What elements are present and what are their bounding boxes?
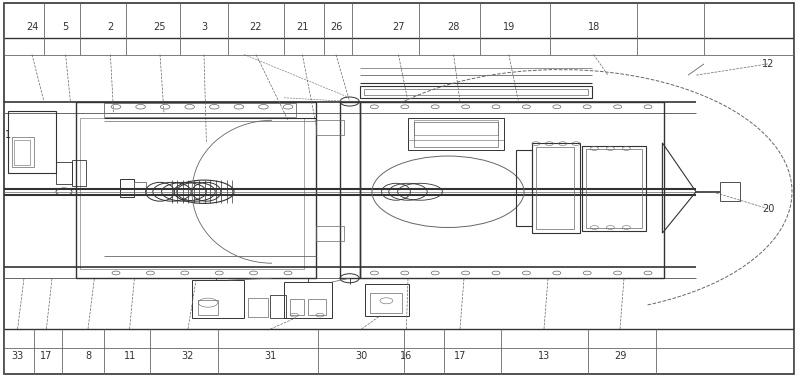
Text: 17: 17 bbox=[40, 352, 53, 361]
Text: 26: 26 bbox=[330, 22, 342, 32]
Bar bbox=[308, 299, 326, 315]
Text: 13: 13 bbox=[538, 352, 550, 361]
Bar bbox=[316, 226, 344, 241]
Text: 17: 17 bbox=[454, 352, 466, 361]
Bar bbox=[536, 147, 574, 229]
Bar bbox=[270, 295, 286, 318]
Bar bbox=[284, 282, 332, 318]
Bar bbox=[104, 113, 296, 117]
Text: 18: 18 bbox=[587, 22, 600, 32]
Bar bbox=[14, 140, 30, 165]
Text: 3: 3 bbox=[201, 22, 207, 32]
Bar bbox=[340, 102, 360, 278]
Text: 28: 28 bbox=[447, 22, 460, 32]
Text: 11: 11 bbox=[123, 352, 136, 361]
Bar bbox=[720, 182, 740, 201]
Bar bbox=[72, 160, 86, 186]
Bar bbox=[586, 149, 642, 228]
Text: 31: 31 bbox=[264, 352, 277, 361]
Bar bbox=[364, 89, 588, 95]
Text: 32: 32 bbox=[182, 352, 194, 361]
Bar bbox=[516, 150, 532, 226]
Bar bbox=[414, 120, 498, 135]
Text: 25: 25 bbox=[154, 22, 166, 32]
Bar bbox=[192, 280, 244, 318]
Bar bbox=[360, 86, 592, 98]
Text: 19: 19 bbox=[502, 22, 515, 32]
Bar bbox=[120, 179, 134, 197]
Bar bbox=[582, 146, 646, 231]
Text: 27: 27 bbox=[392, 22, 405, 32]
Bar bbox=[290, 299, 304, 315]
Bar bbox=[8, 111, 56, 173]
Bar bbox=[134, 182, 146, 195]
Bar bbox=[56, 162, 72, 184]
Bar bbox=[248, 298, 268, 317]
Bar bbox=[365, 284, 409, 316]
Text: 8: 8 bbox=[85, 352, 91, 361]
Text: 24: 24 bbox=[26, 22, 38, 32]
Bar bbox=[198, 300, 218, 315]
Bar bbox=[370, 293, 402, 313]
Bar bbox=[80, 118, 304, 269]
Bar bbox=[408, 118, 504, 150]
Bar bbox=[76, 102, 316, 278]
Text: 22: 22 bbox=[250, 22, 262, 32]
Bar bbox=[414, 122, 498, 147]
Text: 2: 2 bbox=[107, 22, 114, 32]
Text: 5: 5 bbox=[62, 22, 69, 32]
Bar bbox=[532, 143, 580, 233]
Bar bbox=[360, 102, 664, 278]
Text: 30: 30 bbox=[355, 352, 368, 361]
Text: 16: 16 bbox=[400, 352, 413, 361]
Text: 20: 20 bbox=[762, 204, 774, 214]
Text: 12: 12 bbox=[762, 59, 774, 69]
Bar bbox=[316, 120, 344, 135]
Text: 33: 33 bbox=[11, 352, 24, 361]
Bar bbox=[104, 103, 296, 113]
Bar bbox=[12, 137, 34, 167]
Text: 29: 29 bbox=[614, 352, 626, 361]
Text: 21: 21 bbox=[296, 22, 309, 32]
Text: 1: 1 bbox=[5, 130, 11, 140]
